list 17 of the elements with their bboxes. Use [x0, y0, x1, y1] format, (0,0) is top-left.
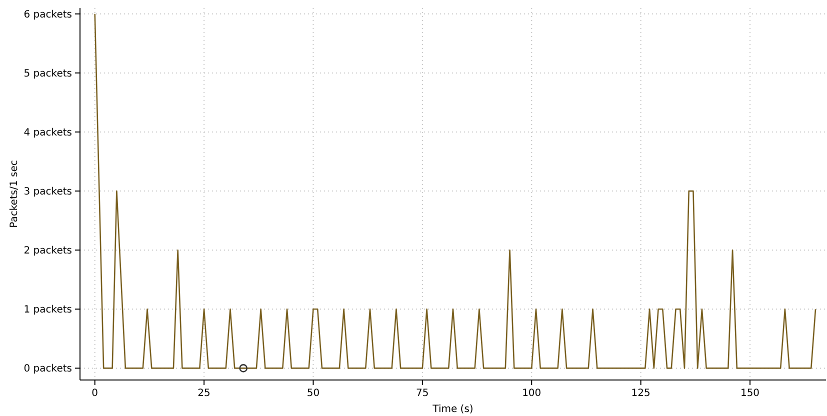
y-tick-label: 0 packets [24, 364, 72, 375]
x-tick-label: 0 [92, 388, 98, 399]
y-tick-label: 5 packets [24, 68, 72, 80]
y-tick-label: 6 packets [24, 9, 72, 20]
x-tick-label: 125 [631, 388, 650, 399]
x-tick-label: 25 [198, 388, 210, 399]
x-tick-label: 50 [306, 388, 320, 399]
y-tick-label: 2 packets [24, 246, 72, 257]
y-tick-label: 1 packets [24, 304, 72, 316]
x-tick-label: 75 [416, 388, 429, 399]
line-series [94, 13, 816, 369]
y-tick-label: 3 packets [24, 186, 72, 198]
x-tick-label: 100 [522, 388, 542, 399]
y-axis-title: Packets/1 sec [9, 160, 20, 228]
x-axis-title: Time (s) [432, 404, 474, 415]
y-tick-label: 4 packets [24, 128, 72, 138]
x-tick-label: 150 [740, 388, 760, 399]
